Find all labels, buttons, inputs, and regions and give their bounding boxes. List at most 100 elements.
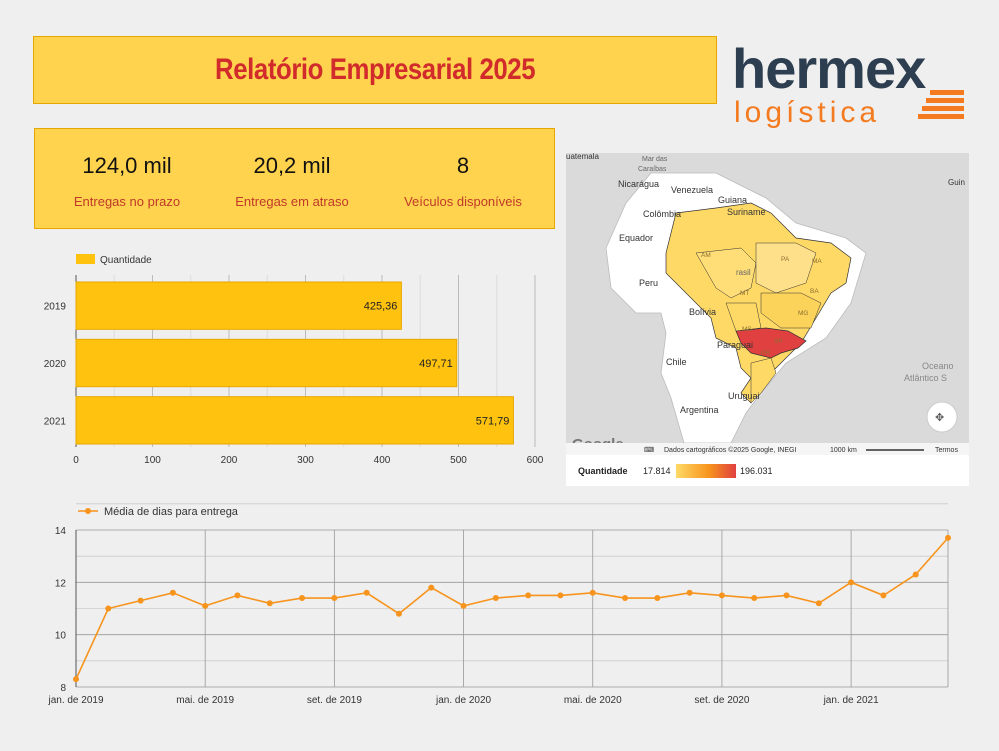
map-label-country: Colômbia: [643, 209, 681, 219]
map-state-code: PA: [781, 256, 790, 263]
data-point: [492, 595, 499, 602]
data-point: [815, 600, 822, 607]
kpi-label: Entregas no prazo: [73, 194, 181, 209]
map-label-country: Chile: [666, 357, 687, 367]
data-point: [73, 676, 79, 683]
data-point: [234, 592, 241, 599]
map-legend-label: Quantidade: [578, 466, 628, 476]
data-point: [686, 589, 693, 596]
x-tick-label: 0: [73, 455, 79, 466]
map-state-mt[interactable]: [695, 247, 757, 299]
map-scale-label: 1000 km: [830, 447, 857, 454]
map-label-partial: Guin: [948, 178, 965, 187]
map-state-code: MS: [742, 326, 752, 333]
map-state-code: AM: [701, 252, 711, 259]
y-tick-label: 2020: [44, 359, 67, 370]
data-point: [266, 600, 273, 607]
map-terms-link[interactable]: Termos: [935, 447, 958, 454]
y-tick-label: 12: [55, 578, 67, 589]
map-state-code: SP: [774, 338, 783, 345]
logo-sub: logística: [734, 96, 880, 129]
map-state-sp[interactable]: [735, 327, 807, 359]
kpi-value: 124,0 mil: [82, 153, 172, 178]
x-tick-label: 500: [450, 455, 467, 466]
kpi-value: 20,2 mil: [253, 153, 331, 178]
data-point: [557, 592, 564, 599]
map-label-sea: Caraíbas: [638, 166, 667, 173]
data-point: [622, 595, 629, 602]
map-label-country: Uruguai: [728, 391, 760, 401]
data-point: [137, 597, 144, 604]
map-attribution: Dados cartográficos ©2025 Google, INEGI: [664, 446, 796, 454]
map-canvas[interactable]: Nicarágua Venezuela Guiana Suriname Colô…: [566, 152, 969, 486]
data-point: [945, 534, 951, 541]
x-tick-label: 400: [374, 455, 391, 466]
legend-swatch: [76, 254, 95, 264]
map-label-country: Nicarágua: [618, 179, 659, 189]
map-label-country: Argentina: [680, 405, 719, 415]
bar-chart: Quantidade 0 100 200 300 400 500 600 425,36 201…: [44, 254, 544, 466]
map-state-south[interactable]: [750, 357, 777, 404]
kpi-label: Entregas em atraso: [235, 194, 349, 209]
map-label-country: rasil: [736, 268, 751, 277]
map-label-country: Peru: [639, 278, 658, 288]
kpi-late: 20,2 mil Entregas em atraso: [207, 129, 377, 209]
x-tick-label: mai. de 2019: [176, 695, 234, 706]
x-tick-label: jan. de 2019: [47, 695, 103, 706]
map-label-country: Equador: [619, 233, 653, 243]
kpi-on-time: 124,0 mil Entregas no prazo: [42, 129, 212, 209]
data-point: [202, 602, 209, 609]
x-tick-label: mai. de 2020: [564, 695, 622, 706]
map-label-country: Bolívia: [689, 307, 716, 317]
data-point: [331, 595, 338, 602]
data-point: [751, 595, 758, 602]
line-chart: Média de dias para entrega 8 10 12 14 jan. d…: [47, 503, 951, 706]
x-tick-label: 100: [144, 455, 161, 466]
bar-value-label: 497,71: [419, 358, 453, 370]
data-point: [363, 589, 370, 596]
data-point: [428, 584, 435, 591]
y-tick-label: 2021: [44, 416, 67, 427]
data-point: [718, 592, 725, 599]
x-tick-label: 200: [221, 455, 238, 466]
data-point: [299, 595, 306, 602]
map-label-country: Guiana: [718, 195, 747, 205]
map-pacific: [566, 153, 686, 443]
legend-label: Média de dias para entrega: [104, 506, 239, 518]
legend-label: Quantidade: [100, 255, 152, 266]
data-point: [525, 592, 532, 599]
move-arrows-icon[interactable]: ✥: [935, 412, 944, 424]
y-tick-label: 14: [55, 526, 67, 537]
data-point: [654, 595, 661, 602]
kpi-label: Veículos disponíveis: [404, 194, 522, 209]
map-state-code: MA: [812, 258, 822, 265]
data-point: [169, 589, 176, 596]
data-point: [460, 602, 467, 609]
y-tick-label: 10: [55, 631, 67, 642]
map-pan-control[interactable]: [926, 401, 958, 433]
kpi-panel: 124,0 mil Entregas no prazo 20,2 mil Ent…: [34, 128, 555, 229]
bar: [75, 281, 402, 330]
map-label-country: Venezuela: [671, 185, 713, 195]
map-legend-min: 17.814: [643, 466, 671, 476]
data-point: [395, 610, 402, 617]
data-point: [848, 579, 855, 586]
data-point: [783, 592, 790, 599]
map-label-country: Paraguai: [717, 340, 753, 350]
x-tick-label: 300: [297, 455, 314, 466]
map-state-pa[interactable]: [755, 242, 817, 294]
legend-marker: [85, 508, 91, 514]
map-state-code: MG: [798, 310, 808, 317]
map-label-ocean: Atlântico S: [904, 373, 947, 383]
x-tick-label: jan. de 2021: [823, 695, 879, 706]
map-label-ocean: Oceano: [922, 361, 954, 371]
keyboard-icon[interactable]: ⌨: [644, 446, 654, 454]
brazil-map[interactable]: Nicarágua Venezuela Guiana Suriname Colô…: [566, 152, 969, 486]
map-state-ms[interactable]: [725, 302, 762, 332]
hermex-logo: hermex logística: [732, 37, 964, 129]
data-point: [105, 605, 112, 612]
bar: [75, 338, 458, 388]
map-label-partial: uatemala: [566, 153, 599, 161]
map-state-mg[interactable]: [760, 292, 822, 329]
y-tick-label: 8: [60, 683, 66, 694]
